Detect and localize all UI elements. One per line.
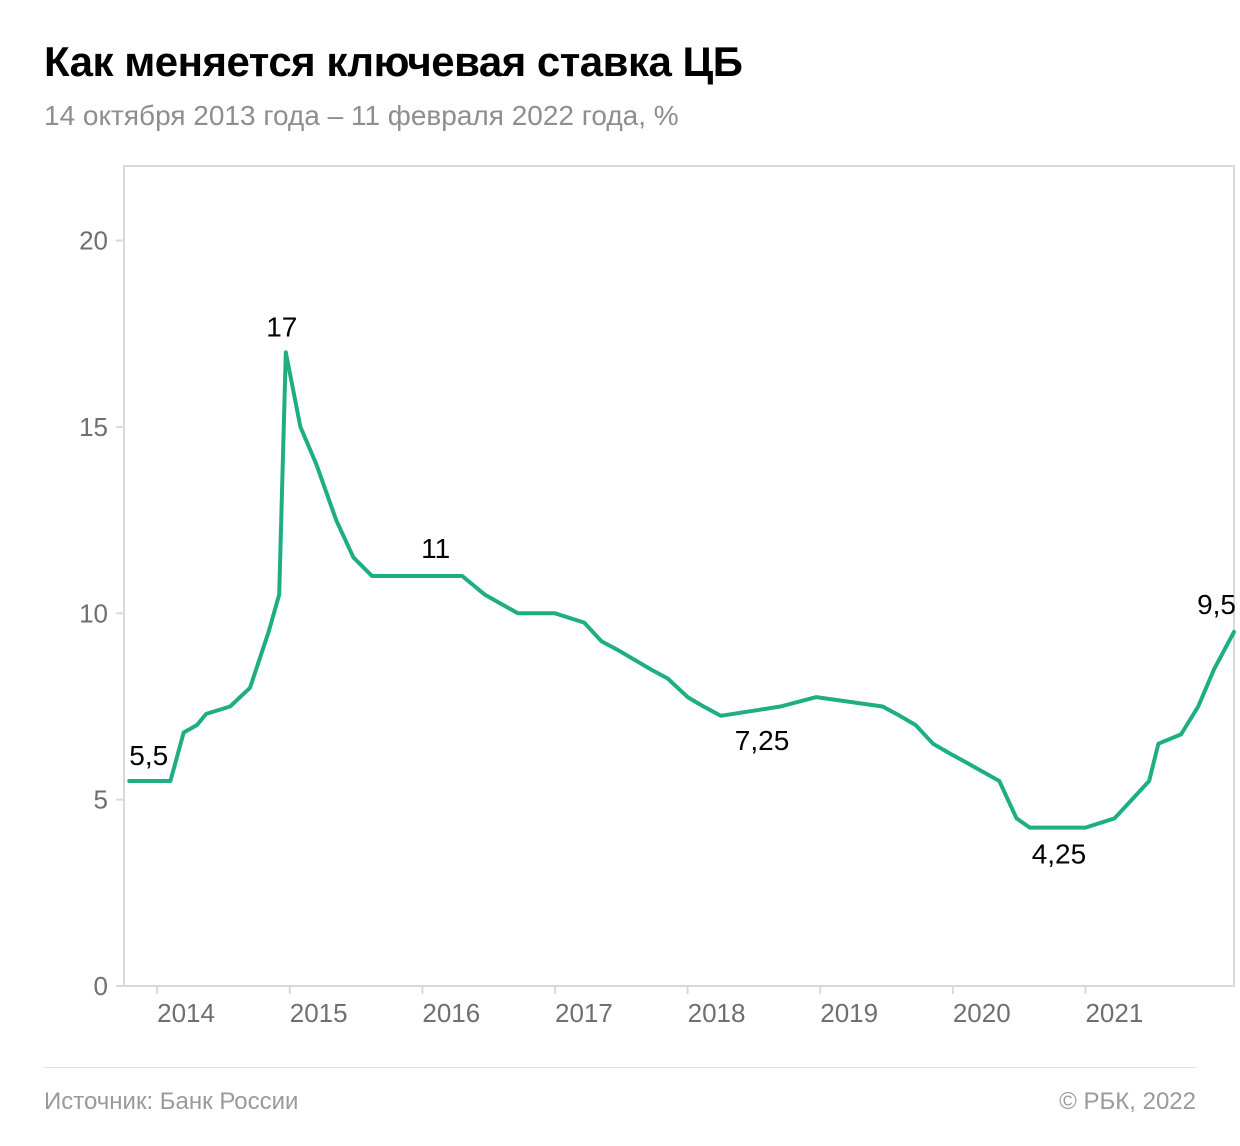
chart-footer: Источник: Банк России © РБК, 2022 (44, 1067, 1196, 1116)
line-chart: 0 5 10 15 20 2014 2015 2016 2017 2018 2019 2020 2021… (44, 156, 1240, 1036)
svg-text:2014: 2014 (157, 998, 215, 1028)
chart-title: Как меняется ключевая ставка ЦБ (44, 38, 1196, 86)
svg-text:2018: 2018 (688, 998, 746, 1028)
chart-container: 0 5 10 15 20 2014 2015 2016 2017 2018 2019 2020 2021… (44, 156, 1196, 1041)
copyright-label: © РБК, 2022 (1059, 1088, 1196, 1116)
svg-text:2017: 2017 (555, 998, 613, 1028)
chart-subtitle: 14 октября 2013 года – 11 февраля 2022 г… (44, 100, 1196, 132)
svg-text:2015: 2015 (290, 998, 348, 1028)
svg-text:7,25: 7,25 (735, 725, 790, 756)
svg-text:20: 20 (79, 226, 108, 256)
svg-text:4,25: 4,25 (1032, 839, 1087, 870)
svg-text:2019: 2019 (820, 998, 878, 1028)
svg-text:9,5: 9,5 (1197, 589, 1236, 620)
svg-text:15: 15 (79, 412, 108, 442)
svg-text:2021: 2021 (1085, 998, 1143, 1028)
svg-text:2016: 2016 (422, 998, 480, 1028)
source-label: Источник: Банк России (44, 1088, 298, 1116)
svg-text:5: 5 (94, 785, 108, 815)
svg-text:2020: 2020 (953, 998, 1011, 1028)
svg-text:17: 17 (266, 311, 297, 342)
svg-text:10: 10 (79, 598, 108, 628)
svg-text:5,5: 5,5 (129, 740, 168, 771)
svg-text:11: 11 (421, 533, 450, 564)
svg-text:0: 0 (94, 971, 108, 1001)
